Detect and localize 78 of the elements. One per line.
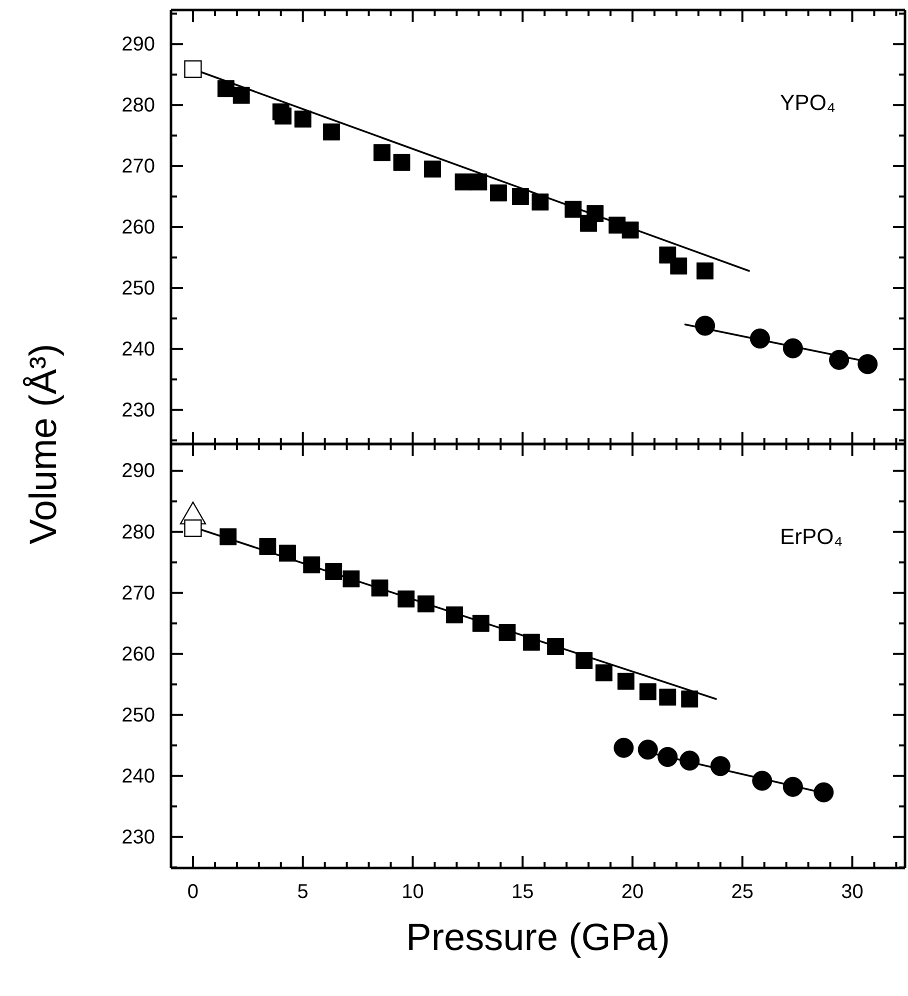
point [454,173,472,190]
point [259,538,276,555]
point [586,205,604,222]
point [639,683,656,700]
point [472,614,490,632]
point [532,194,549,210]
point [614,738,634,758]
y-tick-label: 250 [122,277,155,300]
y-tick-label: 290 [122,460,155,482]
point [670,258,688,274]
point [232,86,250,104]
point [752,770,772,791]
annotation: ErPO₄ [780,524,843,549]
point [547,638,564,656]
y-tick-label: 280 [122,94,155,116]
point [564,200,582,218]
point [371,580,388,596]
x-tick-label: 10 [402,881,424,904]
x-tick-label: 30 [841,881,864,904]
point [417,595,434,612]
y-tick-label: 260 [122,643,155,666]
point [694,316,716,336]
point [814,782,834,802]
x-axis-title: Pressure (GPa) [406,917,670,959]
point [279,544,296,562]
point [710,756,730,776]
point [750,328,770,349]
point [680,750,700,771]
y-axis-title: Volume (Å³) [22,344,65,544]
annotation: YPO₄ [780,90,836,115]
point [294,110,312,128]
point [303,556,320,574]
point [498,624,516,641]
y-tick-label: 230 [122,826,155,848]
point [829,350,850,370]
point [342,570,360,588]
x-tick-label: 20 [621,881,644,904]
point [638,740,658,760]
y-tick-label: 280 [122,521,155,544]
point [490,184,507,202]
point [595,664,612,682]
x-tick-label: 25 [731,881,754,904]
point [659,688,676,706]
point [393,154,410,171]
x-tick-label: 0 [187,881,199,904]
y-tick-label: 250 [122,704,155,726]
point [576,652,593,670]
point [522,634,540,651]
point [658,746,678,767]
y-tick-label: 230 [122,399,155,422]
point [274,108,292,125]
point [398,590,415,608]
point [782,776,803,797]
point [622,222,639,239]
point [325,563,342,580]
y-tick-label: 260 [122,216,155,238]
point [858,354,878,374]
point [217,80,234,98]
y-tick-label: 240 [122,765,155,788]
point [322,123,340,140]
point [617,672,634,690]
y-tick-label: 290 [122,34,155,56]
point [512,188,529,205]
point [446,606,463,624]
point [374,144,390,162]
point [424,160,441,178]
y-tick-label: 240 [122,338,155,360]
point [184,60,202,78]
point [696,262,714,280]
point [184,519,202,538]
x-tick-label: 15 [511,881,534,904]
point [681,690,698,708]
y-tick-label: 270 [122,155,155,178]
point [220,528,237,546]
point [470,173,488,190]
x-tick-label: 5 [297,881,308,904]
point [782,338,803,358]
y-tick-label: 270 [122,582,155,604]
